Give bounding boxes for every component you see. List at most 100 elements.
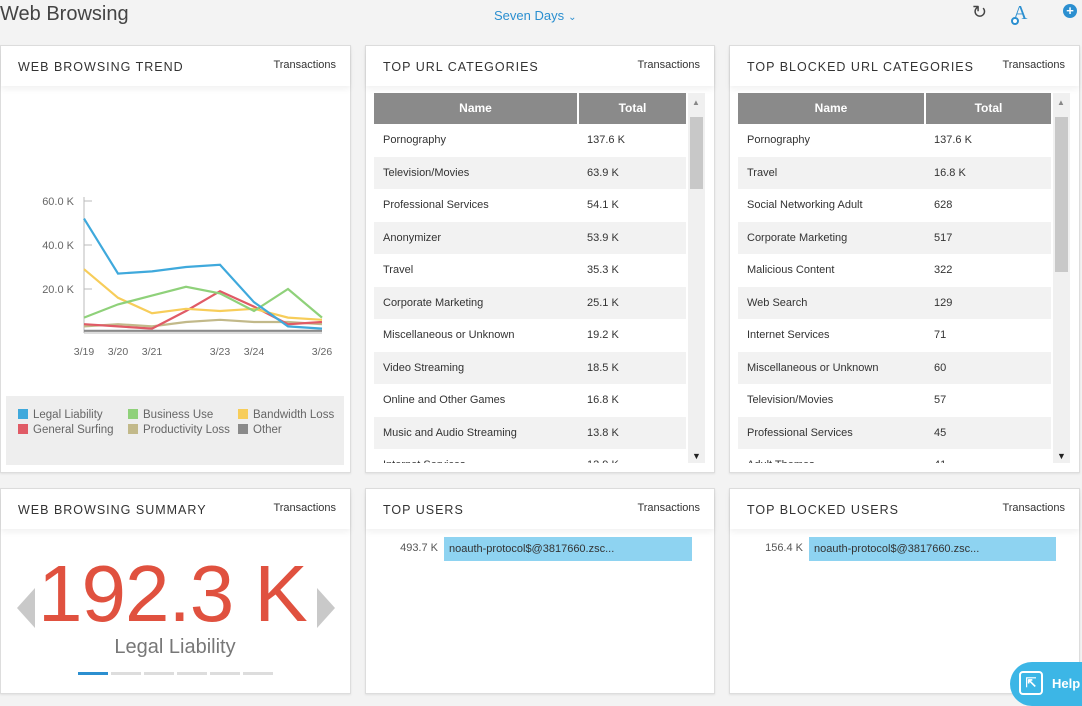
time-range-label: Seven Days	[494, 8, 565, 23]
user-row[interactable]: 156.4 K noauth-protocol$@3817660.zsc...	[765, 537, 1056, 561]
legend-label: Bandwidth Loss	[253, 409, 335, 421]
column-header-total[interactable]: Total	[974, 101, 1003, 115]
legend-item[interactable]: General Surfing	[18, 424, 114, 436]
user-row[interactable]: 493.7 K noauth-protocol$@3817660.zsc...	[400, 537, 692, 561]
legend-item[interactable]: Bandwidth Loss	[238, 409, 334, 421]
category-total: 35.3 K	[587, 264, 619, 276]
font-size-icon[interactable]: A	[1011, 2, 1027, 25]
table-scrollbar[interactable]: ▲ ▼	[1053, 93, 1070, 463]
series-line-legal-liability[interactable]	[83, 218, 323, 330]
trend-panel-header: WEB BROWSING TREND Transactions	[1, 46, 350, 86]
table-row[interactable]: Video Streaming 18.5 K	[374, 351, 686, 384]
category-total: 137.6 K	[934, 134, 972, 146]
series-line-bandwidth-loss[interactable]	[83, 268, 323, 321]
table-row[interactable]: Miscellaneous or Unknown 60	[738, 351, 1051, 384]
category-name: Television/Movies	[383, 166, 470, 179]
legend-label: Business Use	[143, 409, 214, 421]
table-row[interactable]: Professional Services 54.1 K	[374, 189, 686, 222]
refresh-icon[interactable]: ↻	[972, 2, 988, 22]
pager-dot[interactable]	[243, 672, 273, 675]
user-bar[interactable]: noauth-protocol$@3817660.zsc...	[809, 537, 1056, 561]
trend-line-chart: 20.0 K 40.0 K 60.0 K 3/19 3/20 3/21 3/23 3/24 3/…	[42, 196, 332, 358]
scrollbar-thumb[interactable]	[690, 117, 703, 189]
table-header: Name Total	[374, 93, 686, 124]
table-scrollbar[interactable]: ▲ ▼	[688, 93, 705, 463]
top-blocked-users-panel: TOP BLOCKED USERS Transactions 156.4 K no…	[729, 488, 1080, 694]
category-total: 628	[934, 199, 953, 211]
x-tick-label: 3/21	[142, 346, 163, 358]
table-row[interactable]: Television/Movies 63.9 K	[374, 156, 686, 189]
scroll-down-icon[interactable]: ▼	[1057, 451, 1066, 461]
legend-item[interactable]: Legal Liability	[18, 409, 103, 421]
time-range-dropdown[interactable]: Seven Days ⌄	[494, 8, 576, 23]
user-bar[interactable]: noauth-protocol$@3817660.zsc...	[444, 537, 692, 561]
table-row[interactable]: Anonymizer 53.9 K	[374, 221, 686, 254]
user-value: 156.4 K	[765, 542, 803, 554]
previous-arrow-icon[interactable]	[17, 588, 35, 628]
scroll-down-icon[interactable]: ▼	[692, 451, 701, 461]
pager-dot[interactable]	[111, 672, 141, 675]
legend-swatch	[238, 424, 248, 434]
table-row[interactable]: Corporate Marketing 517	[738, 221, 1051, 254]
scroll-up-icon[interactable]: ▲	[692, 98, 700, 107]
category-name: Social Networking Adult	[747, 199, 863, 211]
table-row[interactable]: Professional Services 45	[738, 416, 1051, 449]
table-row[interactable]: Miscellaneous or Unknown 19.2 K	[374, 319, 686, 352]
category-name: Professional Services	[383, 199, 489, 211]
column-header-total[interactable]: Total	[618, 101, 647, 115]
category-total: 18.5 K	[587, 361, 619, 374]
table-row[interactable]: Social Networking Adult 628	[738, 189, 1051, 222]
top-bar: Web Browsing Seven Days ⌄ ↻ A +	[0, 0, 1082, 40]
table-row[interactable]: Malicious Content 322	[738, 254, 1051, 287]
y-tick-label: 40.0 K	[42, 240, 74, 252]
series-line-business-use[interactable]	[83, 285, 323, 319]
table-row[interactable]: Corporate Marketing 25.1 K	[374, 286, 686, 319]
help-icon: ⇱	[1019, 671, 1043, 695]
next-arrow-icon[interactable]	[317, 588, 335, 628]
scroll-up-icon[interactable]: ▲	[1057, 98, 1065, 107]
category-total: 16.8 K	[587, 394, 619, 406]
category-name: Television/Movies	[747, 394, 834, 406]
table-row[interactable]: Internet Services 71	[738, 319, 1051, 352]
table-row[interactable]: Adult Themes 41	[738, 449, 1051, 463]
pager-dot[interactable]	[177, 672, 207, 675]
summary-metric-selector[interactable]: Transactions	[273, 502, 336, 514]
category-name: Video Streaming	[383, 361, 465, 374]
table-row[interactable]: Music and Audio Streaming 13.8 K	[374, 416, 686, 449]
category-name: Adult Themes	[747, 459, 815, 463]
pager-dot[interactable]	[210, 672, 240, 675]
table-row[interactable]: Travel 35.3 K	[374, 254, 686, 287]
legend-item[interactable]: Business Use	[128, 409, 213, 421]
top-blocked-users-metric-selector[interactable]: Transactions	[1002, 502, 1065, 514]
category-name: Internet Services	[747, 329, 830, 341]
x-tick-label: 3/19	[74, 346, 95, 358]
column-header-name[interactable]: Name	[814, 101, 848, 115]
table-row[interactable]: Web Search 129	[738, 286, 1051, 319]
category-name: Miscellaneous or Unknown	[383, 329, 515, 341]
column-header-name[interactable]: Name	[459, 101, 492, 115]
top-url-metric-selector[interactable]: Transactions	[637, 59, 700, 71]
top-users-metric-selector[interactable]: Transactions	[637, 502, 700, 514]
table-row[interactable]: Pornography 137.6 K	[738, 124, 1051, 157]
category-total: 517	[934, 231, 953, 244]
category-total: 57	[934, 394, 947, 406]
legend-item[interactable]: Productivity Loss	[128, 424, 230, 436]
top-blocked-url-metric-selector[interactable]: Transactions	[1002, 59, 1065, 71]
category-total: 63.9 K	[587, 166, 619, 179]
table-row[interactable]: Internet Services 12.9 K	[374, 449, 686, 463]
table-row[interactable]: Online and Other Games 16.8 K	[374, 384, 686, 417]
trend-metric-selector[interactable]: Transactions	[273, 59, 336, 71]
category-total: 54.1 K	[587, 199, 619, 211]
top-blocked-url-title: TOP BLOCKED URL CATEGORIES	[747, 60, 974, 74]
pager-dot[interactable]	[144, 672, 174, 675]
table-row[interactable]: Travel 16.8 K	[738, 156, 1051, 189]
help-button[interactable]: ⇱ Help	[1010, 662, 1082, 706]
table-row[interactable]: Television/Movies 57	[738, 384, 1051, 417]
table-row[interactable]: Pornography 137.6 K	[374, 124, 686, 157]
pager-dot[interactable]	[78, 672, 108, 675]
legend-item[interactable]: Other	[238, 424, 282, 436]
scrollbar-thumb[interactable]	[1055, 117, 1068, 272]
legend-label: Other	[253, 424, 282, 436]
category-name: Corporate Marketing	[747, 231, 848, 244]
add-widget-icon[interactable]: +	[1063, 4, 1077, 18]
